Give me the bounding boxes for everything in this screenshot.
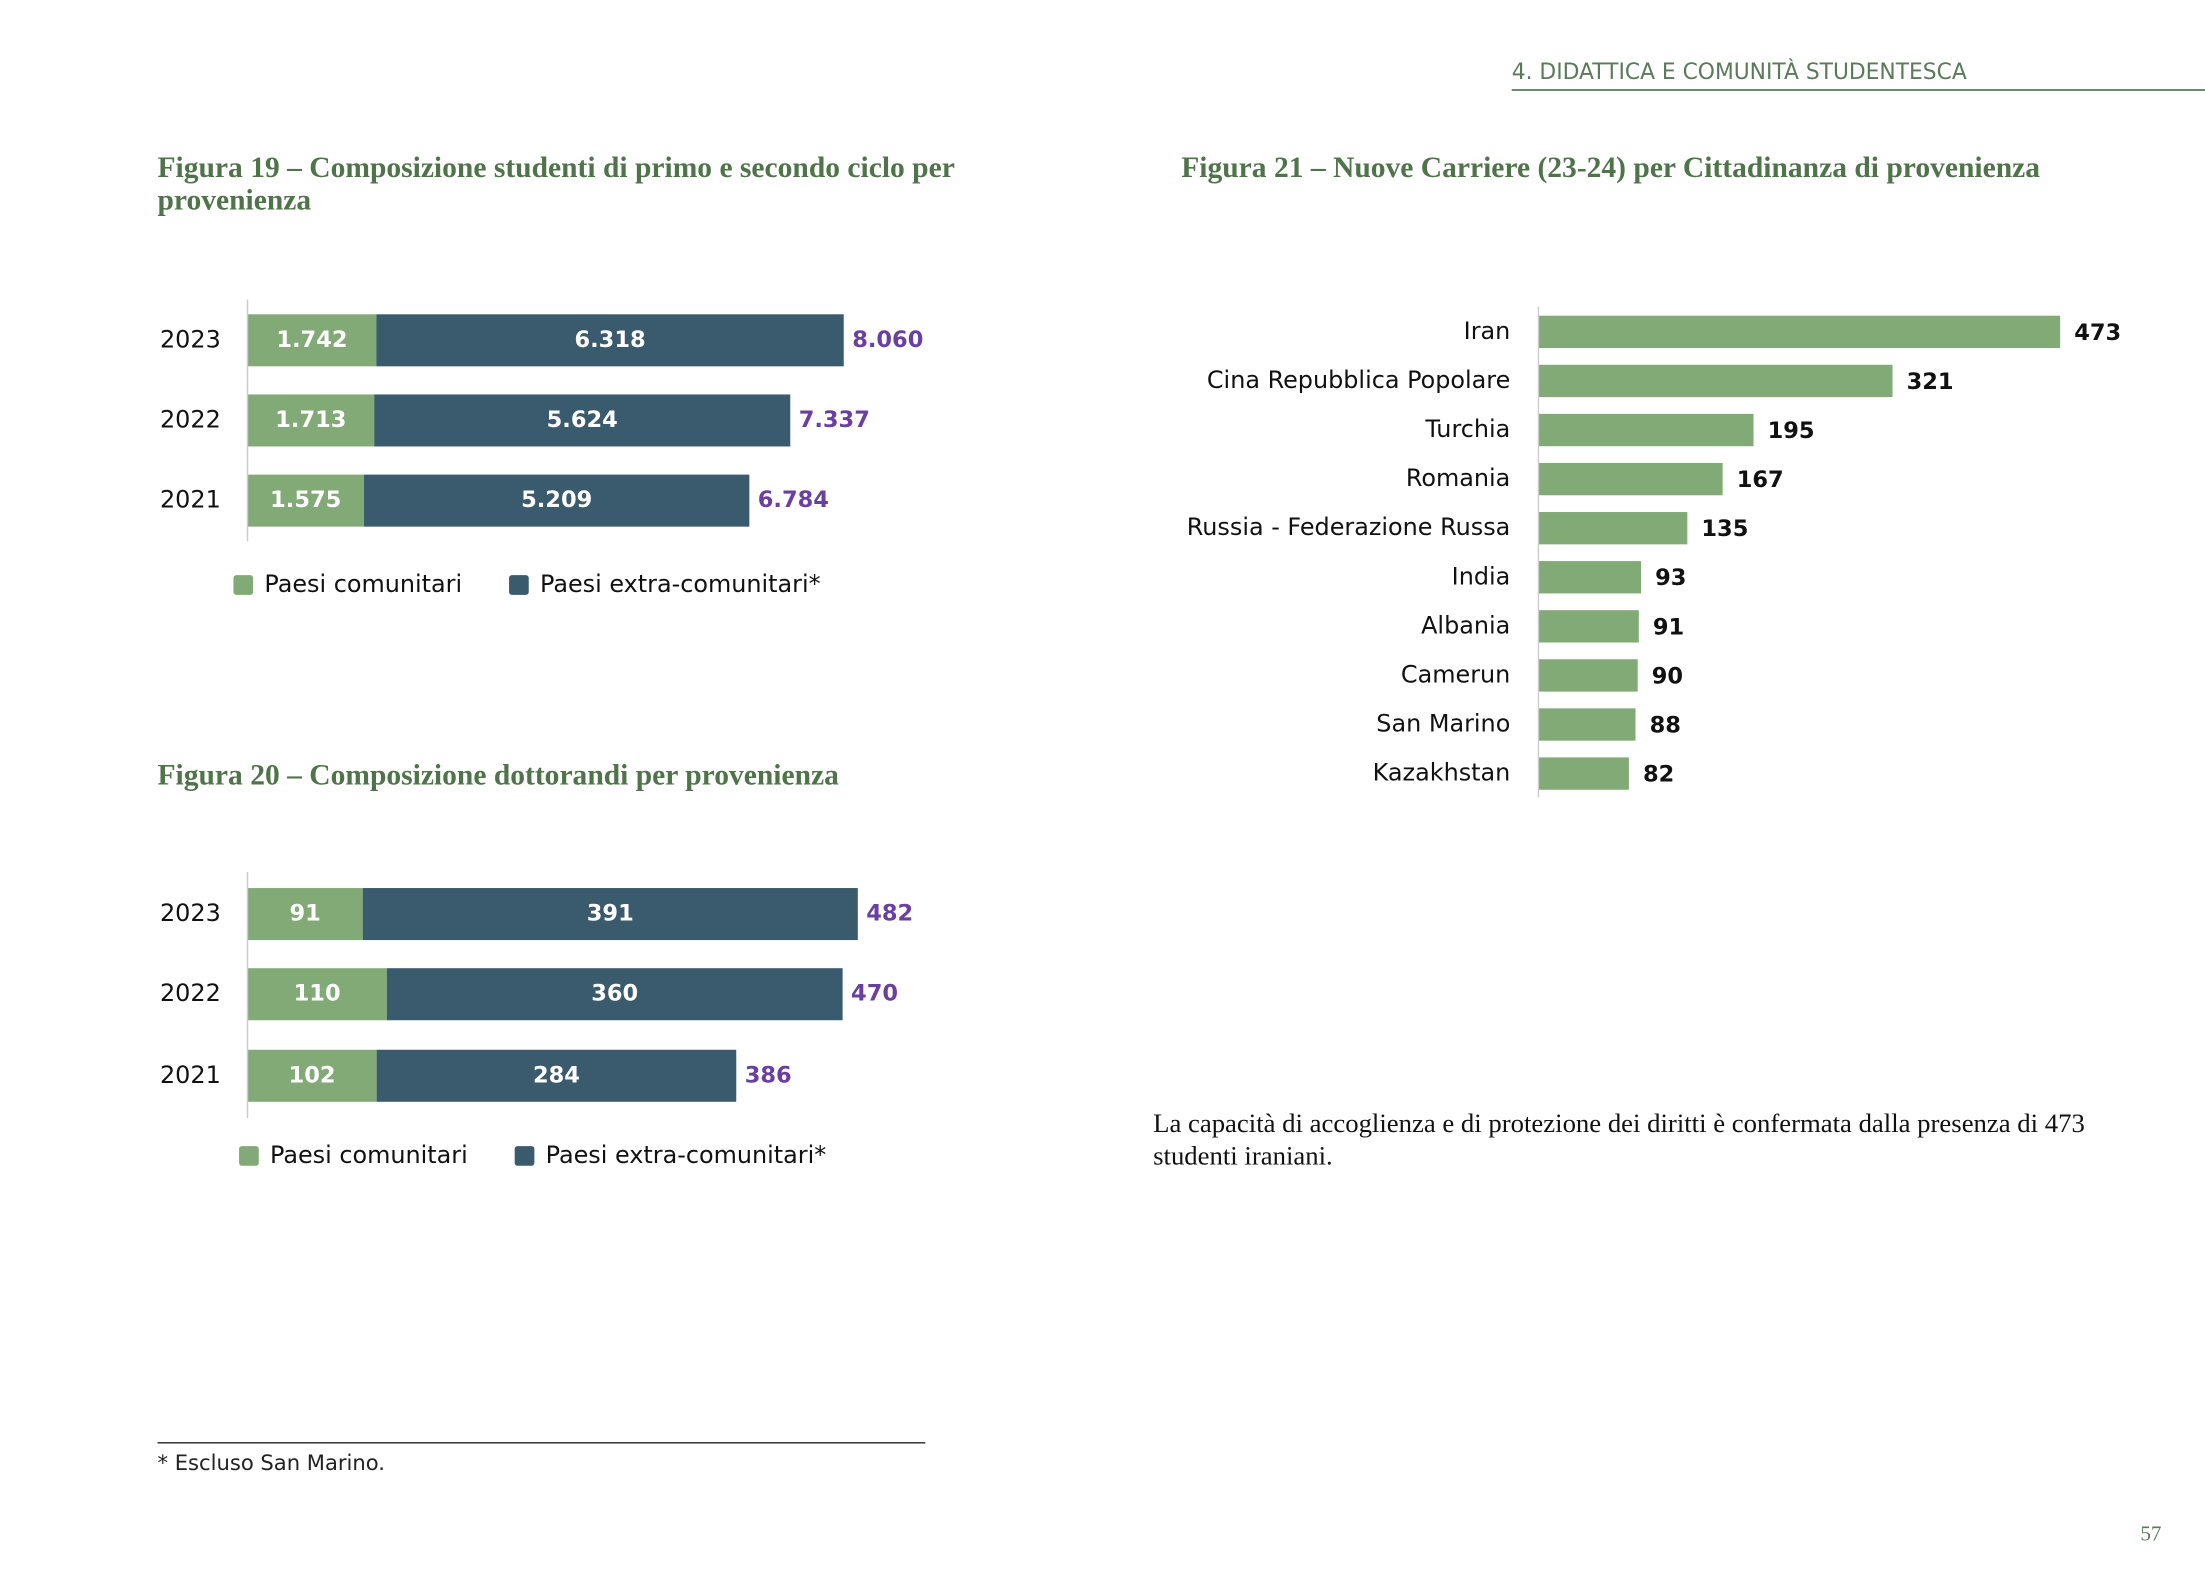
title-box: Figura 21 – Nuove Carriere (23-24) per C…	[1181, 151, 2041, 185]
total-label: 7.337	[799, 407, 870, 433]
bar	[1538, 512, 1688, 545]
value-label: 82	[1643, 761, 1674, 787]
bar	[1538, 757, 1629, 790]
legend-swatch	[239, 1146, 259, 1166]
bar-segment	[386, 968, 843, 1021]
category-label: Albania	[1421, 611, 1510, 639]
bar	[1538, 462, 1723, 496]
value-label: 135	[1701, 516, 1748, 542]
bar	[1538, 610, 1639, 643]
value-label: 90	[1652, 663, 1683, 689]
total-label: 386	[745, 1062, 792, 1088]
chart-title: Figura 20 – Composizione dottorandi per …	[157, 759, 839, 792]
category-label: San Marino	[1376, 710, 1510, 738]
bar	[1538, 413, 1754, 447]
legend-swatch	[233, 575, 254, 595]
total-label: 470	[851, 981, 898, 1007]
value-label: 321	[1907, 369, 1954, 395]
y-tick-label: 2022	[160, 979, 221, 1007]
bar-segment	[247, 888, 363, 941]
y-tick-label: 2022	[160, 405, 221, 433]
value-label: 360	[591, 981, 638, 1007]
legend-label: Paesi comunitari	[264, 570, 462, 598]
bar-segment	[247, 1049, 377, 1102]
bar-segment	[374, 394, 791, 447]
value-label: 91	[1653, 614, 1684, 640]
legend-label: Paesi extra-comunitari*	[540, 570, 821, 598]
bar	[1538, 708, 1636, 741]
value-label: 1.713	[275, 407, 346, 433]
legend-label: Paesi extra-comunitari*	[546, 1141, 827, 1169]
value-label: 91	[289, 901, 320, 927]
bar	[1538, 315, 2061, 349]
value-label: 167	[1737, 467, 1784, 493]
value-label: 5.624	[547, 407, 618, 433]
category-label: Iran	[1464, 317, 1511, 345]
bar-segment	[376, 1049, 737, 1102]
category-label: Turchia	[1424, 415, 1510, 443]
bar-segment	[247, 394, 375, 447]
category-label: Romania	[1406, 464, 1510, 492]
header: 4. DIDATTICA E COMUNITÀ STUDENTESCA	[1512, 59, 1967, 85]
bar-segment	[247, 314, 377, 367]
chart-title: Figura 19 – Composizione studenti di pri…	[157, 151, 955, 217]
bar-segment	[247, 474, 365, 527]
value-label: 102	[289, 1062, 336, 1088]
bar	[1538, 659, 1638, 692]
value-label: 93	[1655, 565, 1686, 591]
category-label: India	[1452, 562, 1511, 590]
paragraph-box: La capacità di accoglienza e di protezio…	[1153, 1109, 2085, 1172]
bar-segment	[362, 888, 858, 941]
value-label: 1.575	[270, 487, 341, 513]
bar-segment	[376, 314, 844, 367]
value-label: 110	[294, 981, 341, 1007]
value-label: 5.209	[521, 487, 592, 513]
legend-swatch	[514, 1146, 535, 1166]
bar	[1538, 364, 1893, 398]
title-box: Figura 20 – Composizione dottorandi per …	[157, 759, 839, 792]
value-label: 88	[1650, 712, 1681, 738]
y-tick-label: 2023	[160, 325, 221, 353]
chart-title: Figura 21 – Nuove Carriere (23-24) per C…	[1181, 151, 2041, 185]
bar-segment	[364, 474, 750, 527]
value-label: 473	[2074, 320, 2121, 346]
y-tick-label: 2021	[160, 486, 221, 514]
bar-segment	[247, 968, 387, 1021]
y-tick-label: 2021	[160, 1061, 221, 1089]
value-label: 391	[587, 901, 634, 927]
value-label: 1.742	[276, 327, 347, 353]
bar	[1538, 561, 1642, 594]
value-label: 284	[533, 1062, 580, 1088]
title-box: Figura 19 – Composizione studenti di pri…	[157, 151, 955, 217]
category-label: Russia - Federazione Russa	[1187, 513, 1511, 541]
page-number: 57	[2140, 1521, 2161, 1545]
y-tick-label: 2023	[160, 899, 221, 927]
value-label: 195	[1768, 418, 1815, 444]
total-label: 482	[866, 901, 913, 927]
legend-label: Paesi comunitari	[270, 1141, 468, 1169]
category-label: Kazakhstan	[1373, 759, 1511, 787]
legend-swatch	[509, 575, 529, 595]
total-label: 6.784	[758, 487, 829, 513]
value-label: 6.318	[574, 327, 645, 353]
category-label: Cina Repubblica Popolare	[1207, 366, 1510, 394]
category-label: Camerun	[1401, 660, 1510, 688]
footnote: * Escluso San Marino.	[158, 1450, 386, 1475]
total-label: 8.060	[852, 327, 923, 353]
paragraph: La capacità di accoglienza e di protezio…	[1153, 1109, 2085, 1172]
